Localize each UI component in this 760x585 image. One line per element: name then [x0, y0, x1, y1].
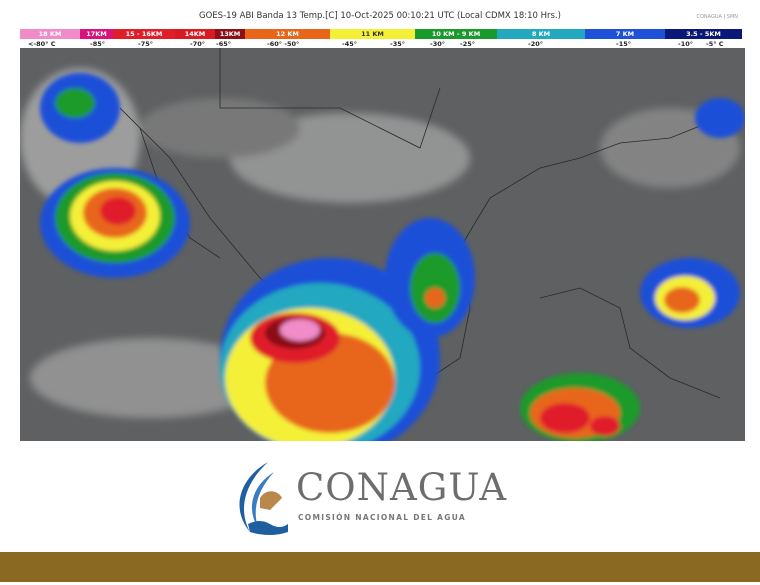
- temp-label: -10°: [678, 40, 693, 48]
- storm-pacific: [220, 218, 475, 441]
- satellite-map: [20, 48, 745, 441]
- temp-label: -15°: [616, 40, 631, 48]
- conagua-emblem-icon: [239, 462, 288, 535]
- temp-label: -60° -50°: [267, 40, 300, 48]
- temp-label: -70°: [190, 40, 205, 48]
- legend-band-13km: 13KM: [215, 29, 245, 39]
- storm-west: [40, 73, 190, 278]
- legend-band-14km: 14KM: [175, 29, 215, 39]
- logo-wordmark: CONAGUA: [296, 466, 508, 509]
- color-legend: 18 KM 17KM 15 - 16KM 14KM 13KM 12 KM 11 …: [20, 29, 742, 39]
- legend-band-8km: 8 KM: [497, 29, 585, 39]
- agency-logos: CONAGUA | SMN: [696, 14, 738, 20]
- logo-subtitle: COMISIÓN NACIONAL DEL AGUA: [298, 513, 466, 522]
- temp-label: -25°: [460, 40, 475, 48]
- temp-label: -65°: [216, 40, 231, 48]
- temp-label: -30°: [430, 40, 445, 48]
- temp-label: <-80° C: [28, 40, 56, 48]
- temp-label: -45°: [342, 40, 357, 48]
- footer-bar: [0, 552, 760, 582]
- storm-caribbean: [520, 98, 745, 441]
- legend-band-10-9km: 10 KM - 9 KM: [415, 29, 497, 39]
- legend-band-3-5km: 3.5 - 5KM: [665, 29, 742, 39]
- satellite-imagery: [20, 48, 745, 441]
- conagua-logo: [230, 458, 530, 538]
- temp-label: -20°: [528, 40, 543, 48]
- legend-band-17km: 17KM: [80, 29, 113, 39]
- image-title: GOES-19 ABI Banda 13 Temp.[C] 10-Oct-202…: [199, 11, 561, 21]
- legend-band-7km: 7 KM: [585, 29, 665, 39]
- legend-band-12km: 12 KM: [245, 29, 330, 39]
- legend-band-11km: 11 KM: [330, 29, 415, 39]
- temp-label: -75°: [138, 40, 153, 48]
- temp-label: -35°: [390, 40, 405, 48]
- temperature-scale: <-80° C -85° -75° -70° -65° -60° -50° -4…: [20, 40, 742, 48]
- legend-band-18km: 18 KM: [20, 29, 80, 39]
- temp-label: -85°: [90, 40, 105, 48]
- temp-label: -5° C: [706, 40, 724, 48]
- legend-band-15-16km: 15 - 16KM: [113, 29, 175, 39]
